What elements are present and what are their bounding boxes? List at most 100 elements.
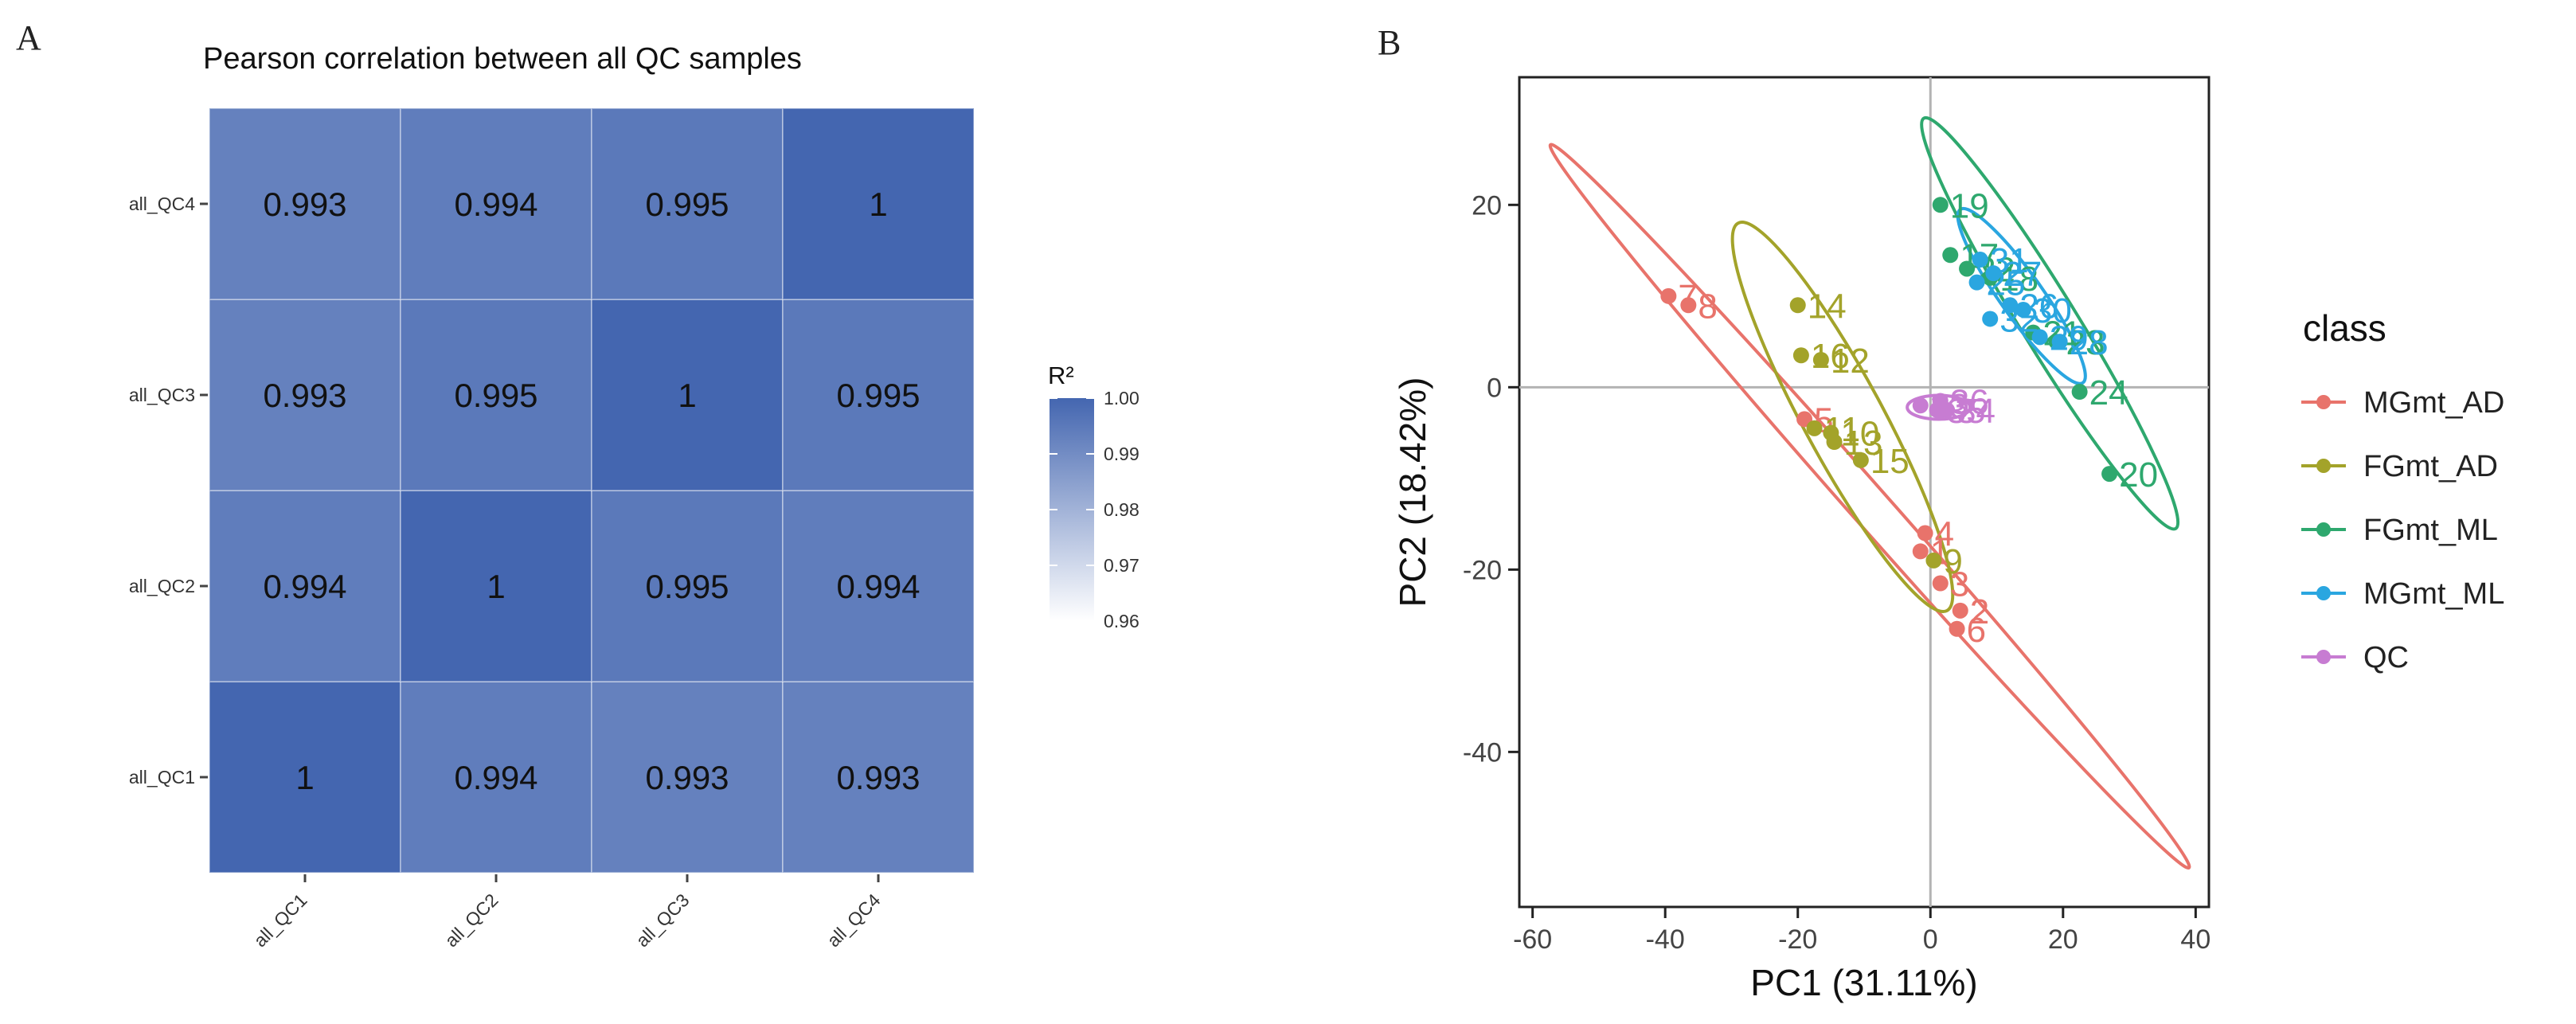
y-tick-label: -40 bbox=[1463, 737, 1502, 768]
point-label: 4 bbox=[1935, 515, 1954, 554]
legend-label: MGmt_ML bbox=[2363, 577, 2504, 611]
heatmap-title: Pearson correlation between all QC sampl… bbox=[203, 42, 802, 76]
legend-marker bbox=[2316, 395, 2331, 409]
point-label: 12 bbox=[1831, 342, 1870, 381]
point-label: 19 bbox=[1950, 186, 1989, 225]
colorbar-tick-label: 0.97 bbox=[1104, 555, 1139, 576]
panel-label-b: B bbox=[1378, 23, 1401, 62]
data-point bbox=[1912, 397, 1929, 414]
point-label: 30 bbox=[2033, 291, 2072, 330]
point-label: 36 bbox=[1950, 382, 1989, 421]
data-point bbox=[2101, 466, 2118, 483]
point-label: 9 bbox=[1943, 542, 1962, 581]
sample-points: 7854132614161211101315919172218212324203… bbox=[1660, 186, 2158, 650]
data-point bbox=[1942, 247, 1959, 264]
heatmap-cell bbox=[782, 299, 975, 491]
colorbar-tick-label: 0.96 bbox=[1104, 611, 1139, 631]
x-tick-label: -40 bbox=[1646, 924, 1685, 955]
data-point bbox=[1932, 197, 1949, 213]
heatmap-cell-value: 0.994 bbox=[454, 759, 537, 796]
point-label: 32 bbox=[1999, 300, 2039, 339]
data-point bbox=[1982, 311, 1999, 327]
heatmap-x-axis: all_QC1 all_QC2 all_QC3 all_QC4 bbox=[249, 874, 885, 951]
colorbar-title: R² bbox=[1048, 362, 1074, 389]
heatmap-cell bbox=[400, 299, 592, 491]
legend-title: class bbox=[2303, 307, 2386, 349]
heatmap-cell-value: 0.993 bbox=[836, 759, 920, 796]
data-point bbox=[1968, 274, 1985, 291]
plot-panel-border bbox=[1518, 76, 2211, 909]
reference-lines bbox=[1519, 77, 2209, 907]
x-tick-label: all_QC1 bbox=[249, 889, 311, 951]
legend-item-mgmt-ml: MGmt_ML bbox=[2301, 577, 2504, 611]
legend-label: FGmt_AD bbox=[2363, 450, 2498, 483]
correlation-heatmap: Pearson correlation between all QC sampl… bbox=[129, 42, 1139, 951]
data-point bbox=[1789, 297, 1806, 314]
point-label: 20 bbox=[2119, 455, 2158, 494]
data-point bbox=[2071, 384, 2088, 401]
data-point bbox=[1680, 297, 1697, 314]
data-point bbox=[1792, 347, 1809, 364]
heatmap-cell bbox=[400, 107, 592, 300]
heatmap-cell-value: 0.993 bbox=[263, 377, 346, 414]
point-label: 25 bbox=[1987, 264, 2026, 303]
point-label: 23 bbox=[2066, 323, 2105, 362]
data-point bbox=[1812, 351, 1829, 368]
x-tick-label: all_QC2 bbox=[440, 889, 502, 951]
x-axis-title: PC1 (31.11%) bbox=[1750, 962, 1978, 1003]
x-tick-label: 20 bbox=[2048, 924, 2078, 955]
point-label: 10 bbox=[1840, 415, 1879, 454]
data-point bbox=[1852, 451, 1869, 468]
heatmap-cell bbox=[209, 299, 401, 491]
heatmap-cell-value: 1 bbox=[295, 759, 314, 796]
legend-marker bbox=[2316, 522, 2331, 537]
ellipse-fgmt-ad bbox=[1730, 221, 1955, 614]
point-label: 3 bbox=[1950, 565, 1969, 604]
point-label: 15 bbox=[1870, 442, 1910, 481]
point-label: 6 bbox=[1967, 611, 1986, 650]
x-tick-label: -20 bbox=[1778, 924, 1817, 955]
heatmap-cell-value: 0.995 bbox=[645, 568, 729, 605]
y-tick-label: all_QC3 bbox=[129, 385, 195, 405]
heatmap-cell-value: 0.995 bbox=[645, 186, 729, 223]
data-point bbox=[1985, 265, 2002, 282]
point-label: 8 bbox=[1698, 287, 1717, 326]
pca-scatter-plot: 7854132614161211101315919172218212324203… bbox=[1392, 76, 2504, 1003]
heatmap-cell-value: 0.994 bbox=[263, 568, 346, 605]
legend-marker bbox=[2316, 650, 2331, 664]
y-tick-label: all_QC2 bbox=[129, 576, 195, 596]
data-point bbox=[1806, 420, 1823, 436]
x-tick-label: all_QC4 bbox=[823, 889, 884, 951]
class-legend: class MGmt_AD FGmt_AD FGmt_ML MGmt_ML QC bbox=[2301, 307, 2504, 674]
data-point bbox=[2015, 301, 2031, 318]
colorbar-tick-label: 0.98 bbox=[1104, 499, 1139, 520]
data-point bbox=[2031, 329, 2048, 346]
data-point bbox=[2051, 334, 2068, 350]
heatmap-y-axis: all_QC1 all_QC2 all_QC3 all_QC4 bbox=[129, 193, 208, 788]
heatmap-cell bbox=[400, 490, 592, 682]
heatmap-cell bbox=[591, 490, 784, 682]
data-point bbox=[1917, 525, 1933, 541]
y-tick-label: all_QC4 bbox=[129, 193, 195, 214]
point-label: 28 bbox=[2070, 323, 2109, 362]
y-tick-label: all_QC1 bbox=[129, 767, 195, 788]
heatmap-cell bbox=[209, 107, 401, 300]
data-point bbox=[1660, 287, 1677, 304]
data-point bbox=[1959, 260, 1976, 277]
colorbar-ticks: 0.96 0.97 0.98 0.99 1.00 bbox=[1050, 388, 1139, 631]
x-tick-label: 40 bbox=[2180, 924, 2211, 955]
legend-label: QC bbox=[2363, 641, 2409, 674]
heatmap-cell-value: 0.994 bbox=[836, 568, 920, 605]
legend-item-fgmt-ad: FGmt_AD bbox=[2301, 450, 2498, 483]
data-point bbox=[1912, 543, 1929, 560]
heatmap-colorbar: R² 0.96 0.97 0.98 0.99 1.00 bbox=[1048, 362, 1139, 631]
legend-marker bbox=[2316, 586, 2331, 600]
data-point bbox=[1826, 434, 1843, 451]
legend-item-fgmt-ml: FGmt_ML bbox=[2301, 514, 2498, 547]
y-tick-label: -20 bbox=[1463, 555, 1502, 585]
heatmap-cell-value: 0.993 bbox=[263, 186, 346, 223]
colorbar-tick-label: 1.00 bbox=[1104, 388, 1139, 408]
heatmap-cell-value: 0.995 bbox=[836, 377, 920, 414]
pca-x-axis: -60 -40 -20 0 20 40 bbox=[1513, 907, 2211, 955]
